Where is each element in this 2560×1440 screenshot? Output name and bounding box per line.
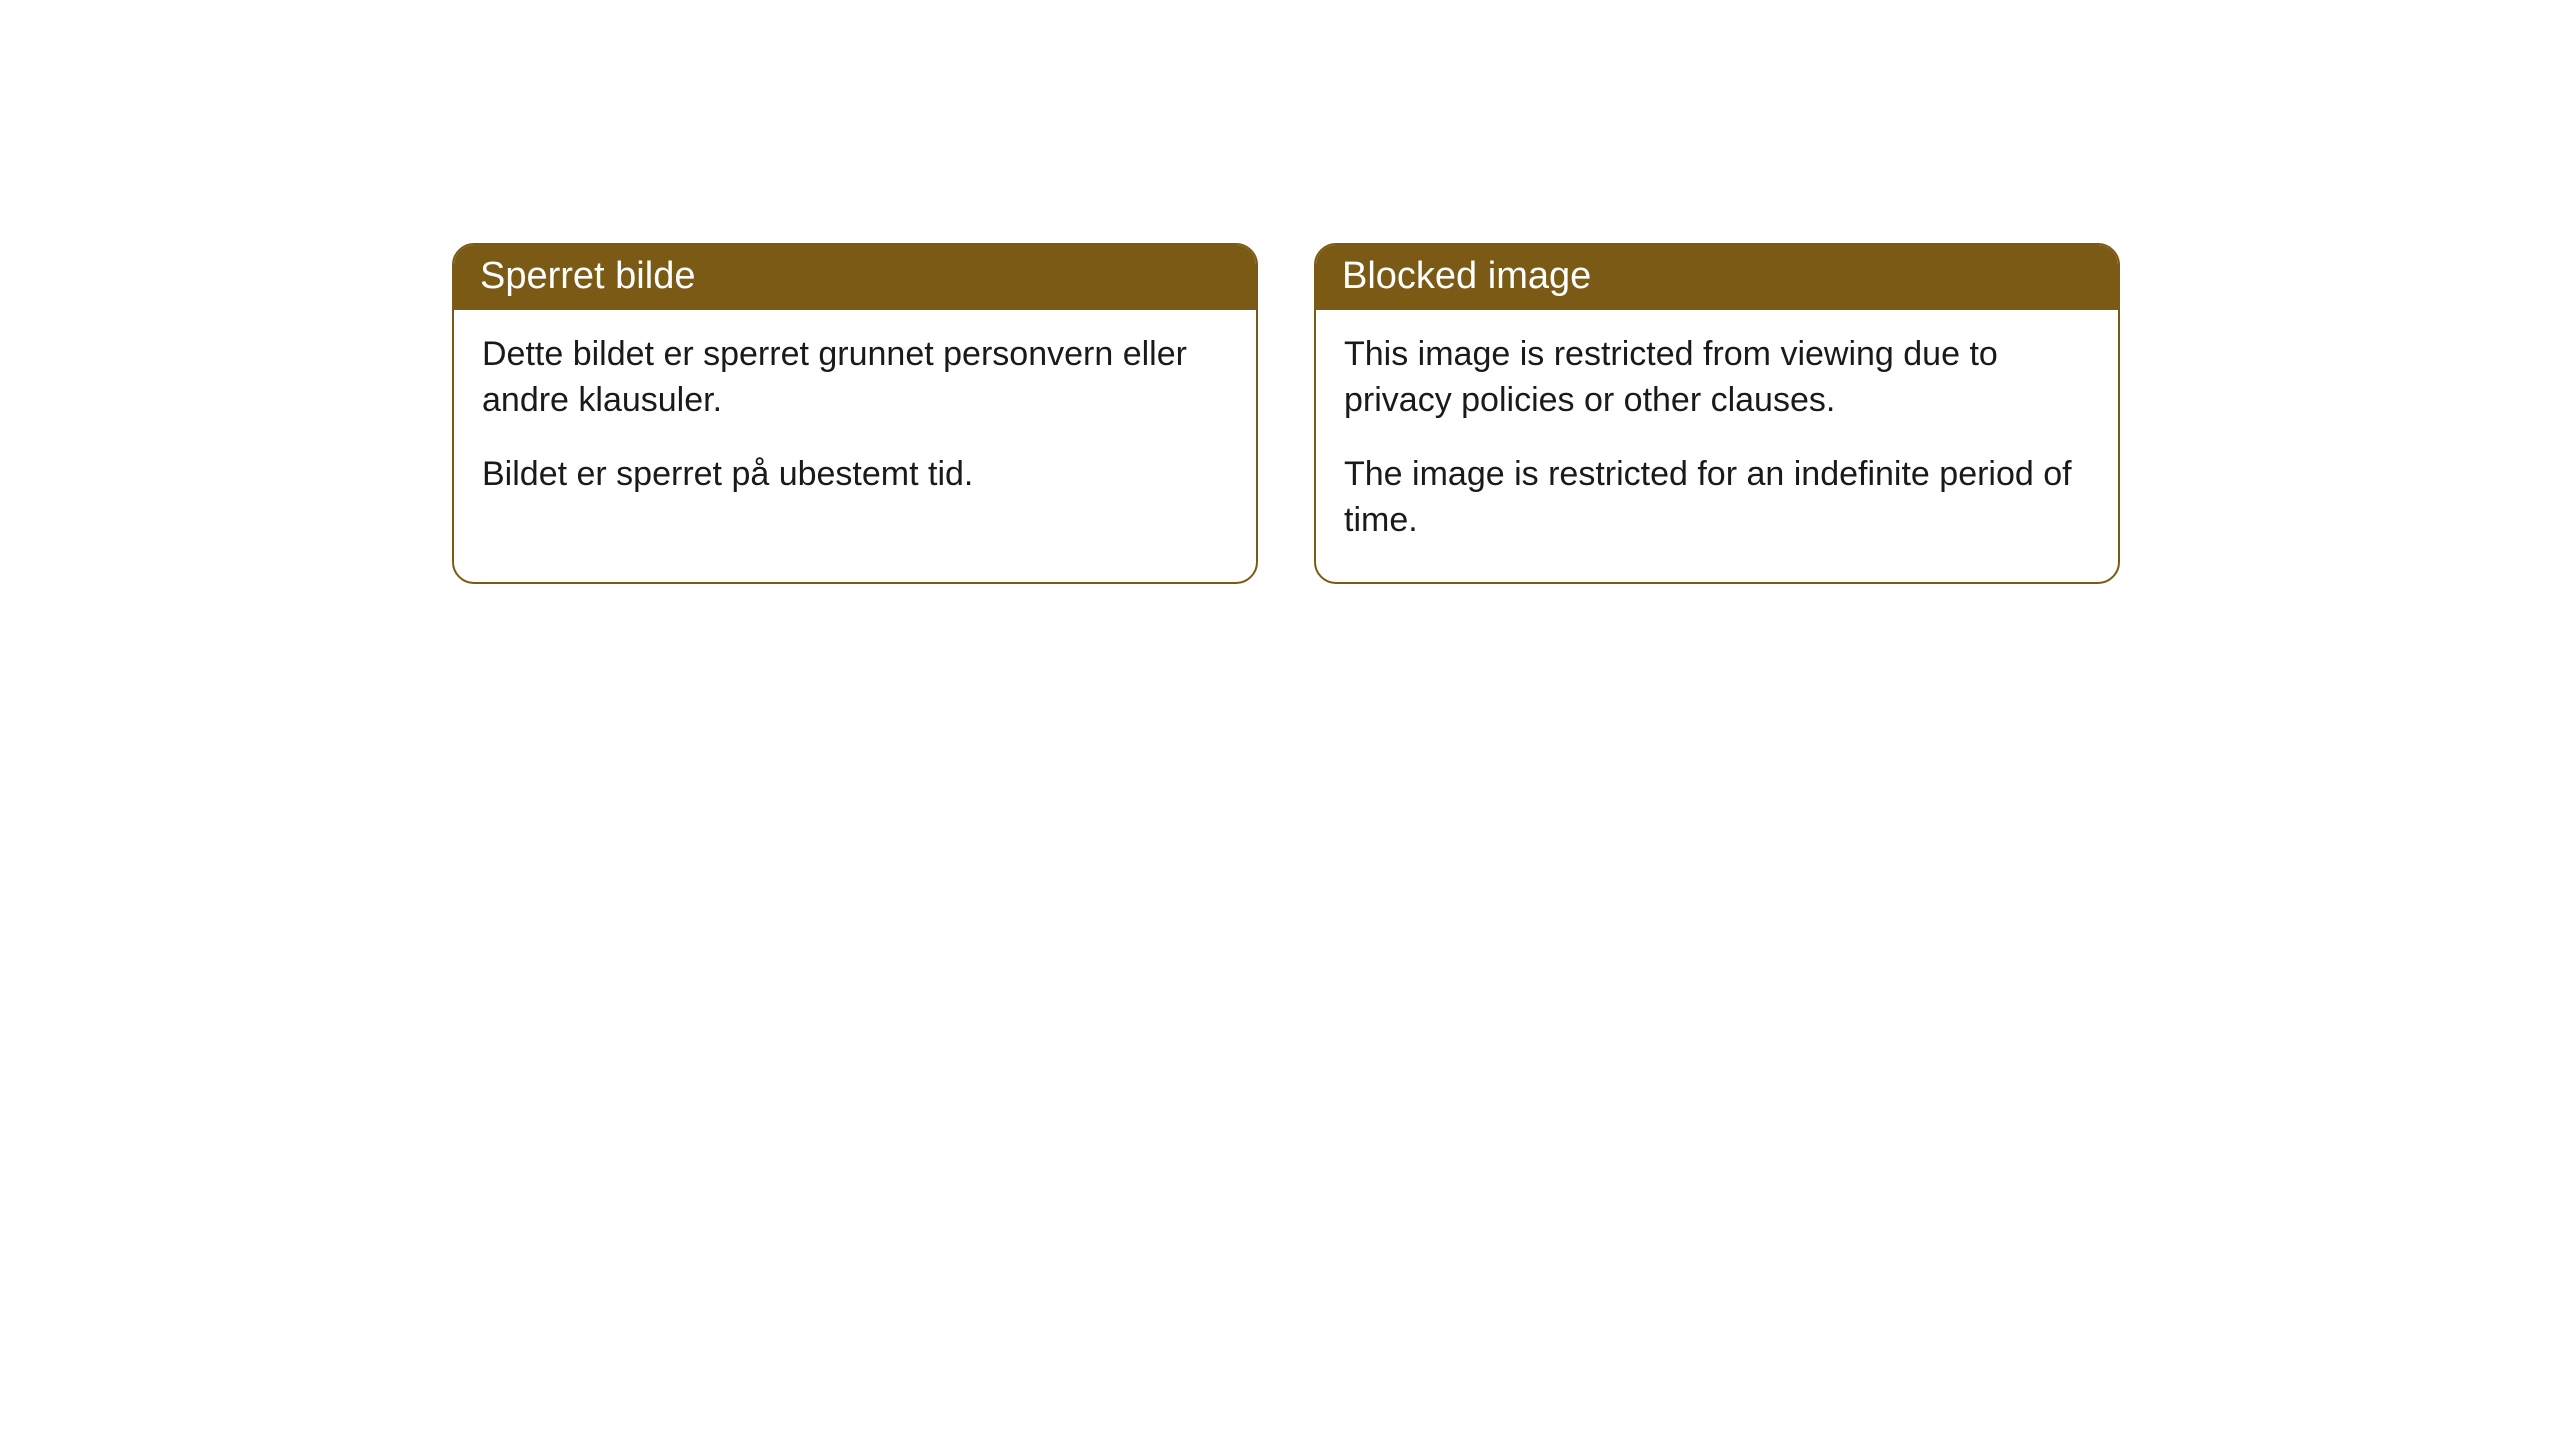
blocked-image-card-norwegian: Sperret bilde Dette bildet er sperret gr… (452, 243, 1258, 584)
card-header: Sperret bilde (454, 245, 1256, 310)
card-paragraph: The image is restricted for an indefinit… (1344, 452, 2090, 544)
card-body: This image is restricted from viewing du… (1316, 310, 2118, 582)
card-paragraph: Dette bildet er sperret grunnet personve… (482, 332, 1228, 424)
card-header: Blocked image (1316, 245, 2118, 310)
card-paragraph: Bildet er sperret på ubestemt tid. (482, 452, 1228, 498)
card-title: Blocked image (1342, 255, 1591, 297)
card-paragraph: This image is restricted from viewing du… (1344, 332, 2090, 424)
card-body: Dette bildet er sperret grunnet personve… (454, 310, 1256, 536)
notice-cards-container: Sperret bilde Dette bildet er sperret gr… (0, 0, 2560, 584)
blocked-image-card-english: Blocked image This image is restricted f… (1314, 243, 2120, 584)
card-title: Sperret bilde (480, 255, 695, 297)
